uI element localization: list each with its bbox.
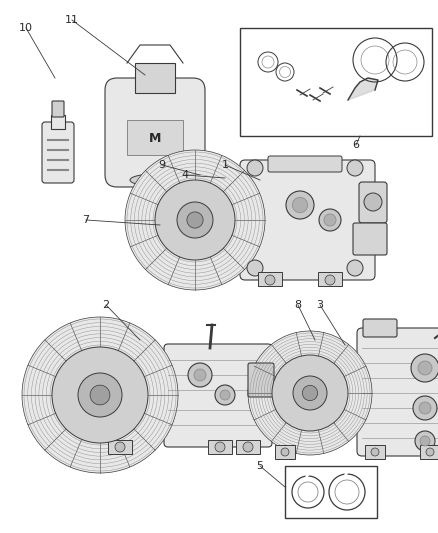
Circle shape	[281, 448, 289, 456]
Circle shape	[413, 396, 437, 420]
Bar	[318, 272, 342, 286]
Circle shape	[188, 363, 212, 387]
Circle shape	[265, 275, 275, 285]
Circle shape	[347, 260, 363, 276]
Circle shape	[364, 193, 382, 211]
Circle shape	[155, 180, 235, 260]
FancyBboxPatch shape	[357, 328, 438, 456]
Circle shape	[215, 442, 225, 452]
Circle shape	[90, 385, 110, 405]
Ellipse shape	[130, 174, 180, 186]
Bar	[135, 63, 175, 93]
Circle shape	[177, 202, 213, 238]
Text: 1: 1	[222, 160, 229, 170]
Circle shape	[319, 209, 341, 231]
Bar	[208, 440, 232, 454]
Circle shape	[115, 442, 125, 452]
Polygon shape	[348, 78, 378, 100]
Text: 11: 11	[65, 15, 79, 25]
Circle shape	[22, 317, 178, 473]
Circle shape	[371, 448, 379, 456]
Circle shape	[419, 402, 431, 414]
Circle shape	[247, 260, 263, 276]
Circle shape	[324, 214, 336, 226]
Text: M: M	[149, 132, 161, 144]
Circle shape	[292, 197, 308, 213]
FancyBboxPatch shape	[353, 223, 387, 255]
Circle shape	[125, 150, 265, 290]
Circle shape	[347, 160, 363, 176]
FancyBboxPatch shape	[164, 344, 272, 447]
Bar	[108, 440, 132, 454]
Text: 3: 3	[317, 300, 324, 310]
Circle shape	[247, 160, 263, 176]
Circle shape	[187, 212, 203, 228]
Circle shape	[220, 390, 230, 400]
Text: 5: 5	[257, 461, 264, 471]
Circle shape	[215, 385, 235, 405]
Circle shape	[415, 431, 435, 451]
FancyBboxPatch shape	[363, 319, 397, 337]
Circle shape	[325, 275, 335, 285]
Bar	[420, 445, 438, 459]
FancyBboxPatch shape	[42, 122, 74, 183]
Circle shape	[248, 331, 372, 455]
Circle shape	[272, 355, 348, 431]
Text: 8: 8	[294, 300, 301, 310]
Text: 2: 2	[102, 300, 110, 310]
Circle shape	[52, 347, 148, 443]
Bar	[285, 466, 377, 518]
Circle shape	[420, 436, 430, 446]
Bar	[127, 120, 183, 155]
Text: 9: 9	[159, 160, 166, 170]
FancyBboxPatch shape	[248, 363, 274, 397]
Circle shape	[418, 361, 432, 375]
Bar	[51, 115, 65, 129]
Text: 4: 4	[181, 170, 189, 180]
Circle shape	[78, 373, 122, 417]
Circle shape	[243, 442, 253, 452]
Text: 7: 7	[82, 215, 89, 225]
FancyBboxPatch shape	[52, 101, 64, 117]
Circle shape	[286, 191, 314, 219]
Text: 6: 6	[353, 140, 360, 150]
Bar	[275, 445, 295, 459]
Circle shape	[426, 448, 434, 456]
Circle shape	[302, 385, 318, 401]
Bar	[236, 440, 260, 454]
Bar	[258, 272, 282, 286]
Circle shape	[411, 354, 438, 382]
Bar	[240, 28, 432, 136]
Circle shape	[293, 376, 327, 410]
Text: 10: 10	[19, 23, 33, 33]
FancyBboxPatch shape	[105, 78, 205, 187]
Bar	[365, 445, 385, 459]
FancyBboxPatch shape	[359, 182, 387, 223]
FancyBboxPatch shape	[240, 160, 375, 280]
FancyBboxPatch shape	[268, 156, 342, 172]
Circle shape	[194, 369, 206, 381]
